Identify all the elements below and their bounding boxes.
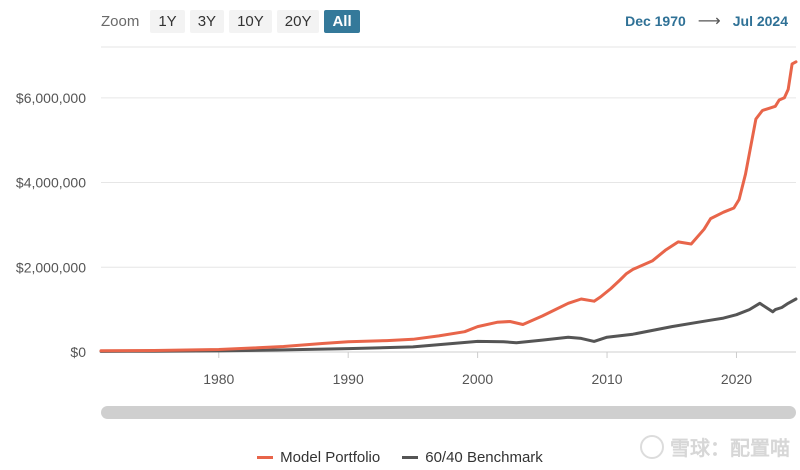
series-benchmark[interactable]: [99, 297, 798, 353]
range-arrow-icon: ⟶: [697, 13, 721, 30]
range-from-input[interactable]: Dec 1970: [625, 13, 686, 29]
x-tick-label: 1990: [333, 371, 364, 387]
x-tick-label: 2020: [721, 371, 752, 387]
legend-item-benchmark[interactable]: 60/40 Benchmark: [402, 449, 543, 466]
zoom-1y-button[interactable]: 1Y: [150, 9, 185, 33]
legend-label-model: Model Portfolio: [280, 449, 381, 466]
zoom-label: Zoom: [101, 12, 140, 30]
legend: Model Portfolio 60/40 Benchmark: [0, 449, 800, 466]
series-model-portfolio[interactable]: [99, 60, 798, 353]
legend-label-benchmark: 60/40 Benchmark: [425, 449, 543, 466]
x-tick-label: 2000: [462, 371, 493, 387]
watermark-text: 雪球：配置喵: [670, 438, 790, 460]
x-axis-ticks: 1980 1990 2000 2010 2020: [203, 352, 752, 387]
line-chart: $0 $2,000,000 $4,000,000 $6,000,000 1980 199…: [16, 46, 798, 387]
zoom-20y-button[interactable]: 20Y: [276, 9, 320, 33]
navigator-scrollbar[interactable]: [101, 406, 796, 419]
y-tick-label: $0: [70, 344, 86, 360]
y-tick-label: $2,000,000: [16, 259, 86, 275]
grid-lines: [101, 46, 796, 353]
x-tick-label: 2010: [591, 371, 622, 387]
watermark: 雪球：配置喵: [640, 432, 790, 461]
y-axis-ticks: $0 $2,000,000 $4,000,000 $6,000,000: [16, 90, 86, 360]
zoom-bar: Zoom 1Y 3Y 10Y 20Y All: [101, 8, 360, 34]
legend-swatch-model: [257, 456, 274, 459]
date-range: Dec 1970 ⟶ Jul 2024: [625, 11, 788, 31]
watermark-logo-icon: [640, 434, 664, 459]
zoom-all-button[interactable]: All: [324, 9, 360, 33]
legend-item-model[interactable]: Model Portfolio: [257, 449, 380, 466]
zoom-3y-button[interactable]: 3Y: [189, 9, 225, 33]
series-lines: [99, 60, 798, 353]
x-tick-label: 1980: [203, 371, 234, 387]
y-tick-label: $4,000,000: [16, 175, 86, 191]
y-tick-label: $6,000,000: [16, 90, 86, 106]
range-to-input[interactable]: Jul 2024: [732, 13, 788, 29]
zoom-10y-button[interactable]: 10Y: [229, 9, 272, 33]
legend-swatch-benchmark: [402, 456, 419, 459]
